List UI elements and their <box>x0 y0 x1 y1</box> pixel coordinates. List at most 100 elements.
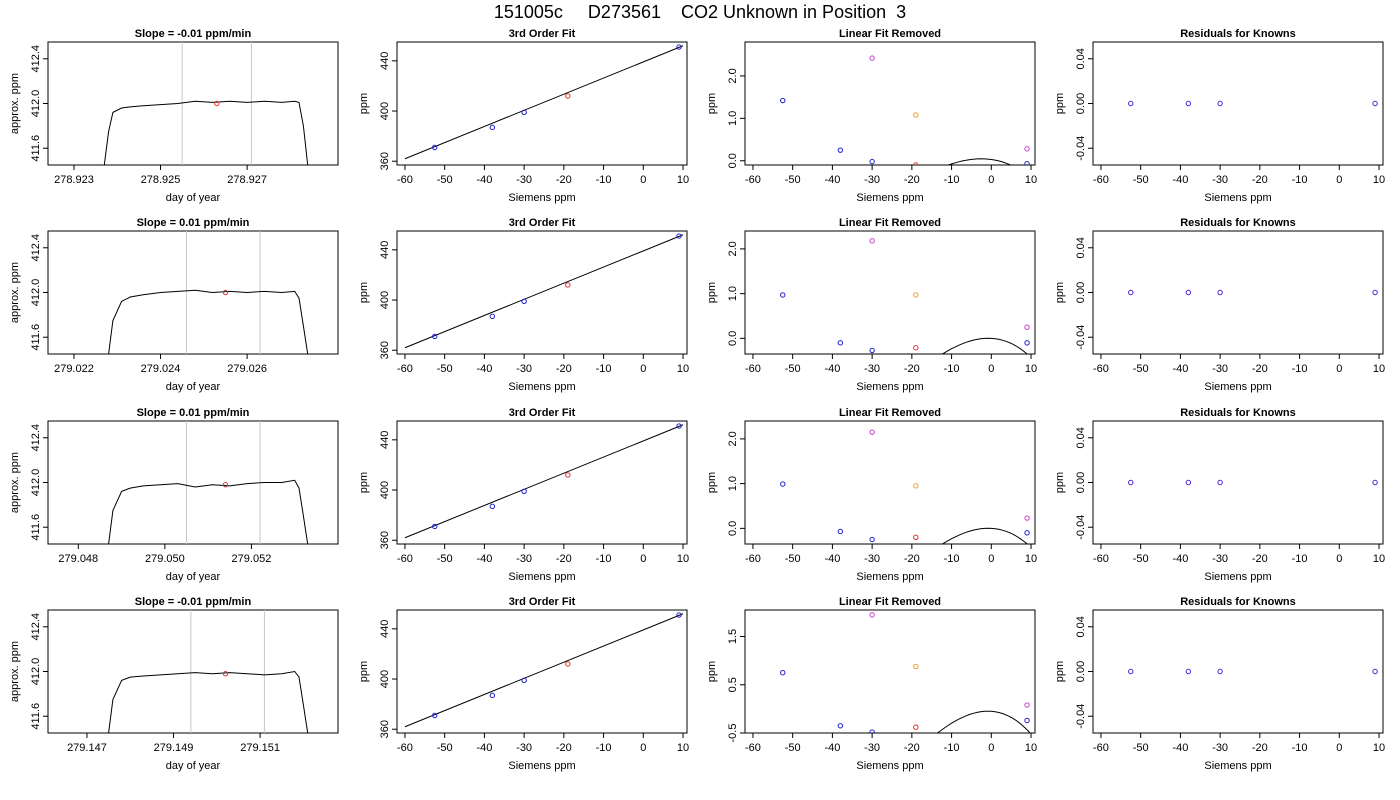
data-point <box>780 97 786 104</box>
x-tick-label: -20 <box>556 363 572 375</box>
y-tick-label: 440 <box>379 241 391 259</box>
x-tick-label: -40 <box>1172 742 1188 754</box>
data-point <box>869 536 875 543</box>
data-point <box>521 677 527 683</box>
data-point <box>1024 702 1030 708</box>
x-tick-label: -20 <box>904 553 920 565</box>
y-tick-label: 0.00 <box>1075 282 1087 303</box>
x-tick-label: -40 <box>1172 363 1188 375</box>
x-tick-label: 0 <box>1336 363 1342 375</box>
x-axis-label: day of year <box>166 571 221 583</box>
x-tick-label: 0 <box>640 174 646 186</box>
plot-area <box>404 612 684 728</box>
data-point <box>565 282 571 288</box>
data-point <box>1372 668 1378 675</box>
chart-title: 3rd Order Fit <box>509 217 576 229</box>
x-tick-label: 10 <box>1373 174 1385 186</box>
x-tick-label: 10 <box>677 363 689 375</box>
x-tick-label: -60 <box>397 174 413 186</box>
chart-title: Linear Fit Removed <box>839 596 941 608</box>
y-tick-label: 2.0 <box>727 68 739 83</box>
x-tick-label: -30 <box>516 553 532 565</box>
x-tick-label: 10 <box>1373 553 1385 565</box>
y-tick-label: 412.0 <box>30 90 42 118</box>
plot-area <box>1128 100 1378 107</box>
data-point <box>869 429 875 435</box>
fit-line <box>404 424 684 539</box>
x-tick-label: -60 <box>1093 553 1109 565</box>
plot-frame <box>47 41 339 166</box>
y-axis-label: ppm <box>706 282 718 303</box>
y-tick-label: 440 <box>379 620 391 638</box>
x-tick-label: 279.151 <box>240 742 280 754</box>
x-tick-label: 279.048 <box>58 553 98 565</box>
x-tick-label: -50 <box>1133 742 1149 754</box>
data-point <box>837 528 844 535</box>
fit-line <box>404 613 684 728</box>
data-point <box>913 663 919 670</box>
plot-frame <box>744 609 1036 734</box>
x-tick-label: -50 <box>437 553 453 565</box>
plot-frame <box>744 420 1036 545</box>
data-point <box>913 292 919 298</box>
y-axis-label: ppm <box>1054 661 1066 682</box>
x-tick-label: -10 <box>1292 553 1308 565</box>
x-axis-label: Siemens ppm <box>856 192 923 204</box>
x-tick-label: -60 <box>745 742 761 754</box>
x-tick-label: -20 <box>1252 363 1268 375</box>
data-point <box>913 483 919 489</box>
x-tick-label: -50 <box>437 174 453 186</box>
x-tick-label: -60 <box>1093 174 1109 186</box>
x-tick-label: -30 <box>1212 553 1228 565</box>
data-point <box>565 472 571 478</box>
data-point <box>837 147 844 153</box>
chart-panel: Residuals for Knowns -60 -50 -40 -30 -20 -10 0 1… <box>1054 217 1385 393</box>
chart-panel: 3rd Order Fit -60 -50 -40 -30 -20 -10 0 10 360 400… <box>358 596 689 772</box>
y-tick-label: -0.04 <box>1075 136 1087 161</box>
fit-line <box>404 45 684 160</box>
data-point <box>1372 479 1378 486</box>
x-tick-label: -50 <box>785 174 801 186</box>
chart-title: Residuals for Knowns <box>1180 596 1296 608</box>
data-point <box>913 534 919 540</box>
x-tick-label: 0 <box>988 363 994 375</box>
x-tick-label: -10 <box>944 553 960 565</box>
data-point <box>1372 289 1378 296</box>
x-tick-label: -10 <box>944 742 960 754</box>
y-tick-label: 0.0 <box>727 331 739 346</box>
y-tick-label: 411.6 <box>30 324 42 351</box>
chart-panel: Linear Fit Removed -60 -50 -40 -30 -20 -10 0 10 0… <box>706 217 1037 393</box>
x-tick-label: 279.022 <box>54 363 94 375</box>
x-tick-label: -50 <box>1133 553 1149 565</box>
x-tick-label: -30 <box>864 553 880 565</box>
data-point <box>780 481 786 487</box>
x-tick-label: -10 <box>1292 742 1308 754</box>
x-tick-label: -60 <box>745 553 761 565</box>
chart-panel: Slope = -0.01 ppm/min 279.147 279.149 279.1… <box>9 596 339 772</box>
y-tick-label: 411.6 <box>30 703 42 730</box>
x-tick-label: -20 <box>904 742 920 754</box>
x-tick-label: -10 <box>596 363 612 375</box>
data-point <box>222 482 229 488</box>
chart-title: Slope = 0.01 ppm/min <box>137 217 250 229</box>
data-point <box>222 289 229 296</box>
chart-panel: Slope = 0.01 ppm/min 279.048 279.050 279.05… <box>9 407 339 583</box>
data-trace <box>108 479 309 544</box>
fit-curve <box>941 337 1028 354</box>
y-tick-label: 412.4 <box>30 424 42 452</box>
x-tick-label: -30 <box>1212 363 1228 375</box>
plot-area <box>108 231 309 354</box>
chart-panel: Linear Fit Removed -60 -50 -40 -30 -20 -10 0 10 0… <box>706 28 1037 204</box>
plot-frame <box>1092 41 1384 166</box>
chart-title: 3rd Order Fit <box>509 596 576 608</box>
x-tick-label: -50 <box>785 742 801 754</box>
x-tick-label: -10 <box>1292 363 1308 375</box>
x-tick-label: -20 <box>1252 742 1268 754</box>
data-point <box>489 313 496 320</box>
plot-frame <box>1092 420 1384 545</box>
x-tick-label: -10 <box>596 553 612 565</box>
plot-frame <box>396 41 688 166</box>
x-tick-label: -10 <box>596 174 612 186</box>
y-tick-label: 0.00 <box>1075 661 1087 682</box>
x-tick-label: -30 <box>864 742 880 754</box>
